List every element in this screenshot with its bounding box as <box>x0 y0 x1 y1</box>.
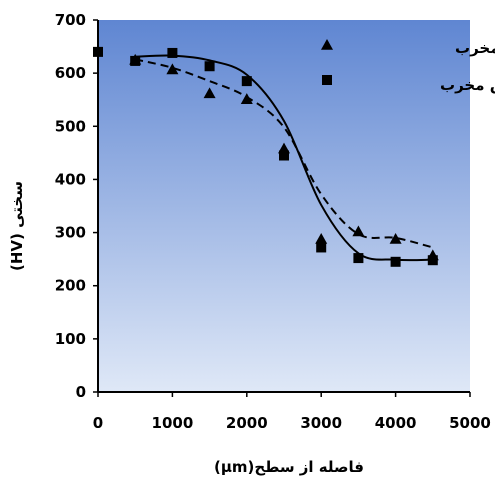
square-data-point <box>316 242 327 253</box>
y-tick-label: 600 <box>55 64 86 82</box>
y-tick-label: 400 <box>55 170 86 188</box>
x-tick-label: 4000 <box>375 414 417 432</box>
data-markers <box>93 39 439 267</box>
triangle-data-point <box>389 232 402 244</box>
y-tick-label: 0 <box>76 383 86 401</box>
y-axis-ticks: 0 100 200 300 400 500 600 700 <box>55 11 98 401</box>
y-tick-label: 500 <box>55 117 86 135</box>
legend-square-marker <box>322 75 332 85</box>
x-tick-label: 5000 <box>449 414 491 432</box>
y-tick-label: 300 <box>55 224 86 242</box>
legend-label-destructive: روش مخرب <box>440 76 495 94</box>
triangle-data-point <box>352 225 365 237</box>
square-data-point <box>427 255 438 266</box>
triangle-data-point <box>166 63 179 75</box>
axes <box>97 20 470 393</box>
legend: روش غیر مخرب روش مخرب <box>440 39 495 94</box>
square-data-point <box>167 47 178 58</box>
square-data-point <box>279 150 289 161</box>
x-tick-label: 1000 <box>152 414 194 432</box>
legend-label-nondestructive: روش غیر مخرب <box>455 39 495 57</box>
square-data-point <box>93 46 103 57</box>
trend-line-destructive <box>135 54 433 262</box>
square-data-point <box>353 253 364 264</box>
y-tick-label: 100 <box>55 330 86 348</box>
x-tick-label: 3000 <box>300 414 342 432</box>
y-axis-title: سختی (HV) <box>8 181 26 271</box>
square-data-point <box>204 61 215 72</box>
legend-triangle-marker <box>321 39 333 50</box>
x-tick-label: 0 <box>93 414 103 432</box>
trend-lines <box>134 54 434 262</box>
square-data-point <box>130 55 141 66</box>
square-data-point <box>241 76 252 87</box>
y-tick-label: 700 <box>55 11 86 29</box>
triangle-data-point <box>203 87 216 99</box>
plot-area <box>98 20 470 392</box>
x-tick-label: 2000 <box>226 414 268 432</box>
x-axis-title: فاصله از سطح(μm) <box>214 458 364 476</box>
x-axis-ticks: 0 1000 2000 3000 4000 5000 <box>93 392 491 432</box>
triangle-data-point <box>315 232 328 244</box>
triangle-data-point <box>240 93 253 104</box>
y-tick-label: 200 <box>55 277 86 295</box>
square-data-point <box>390 256 401 267</box>
